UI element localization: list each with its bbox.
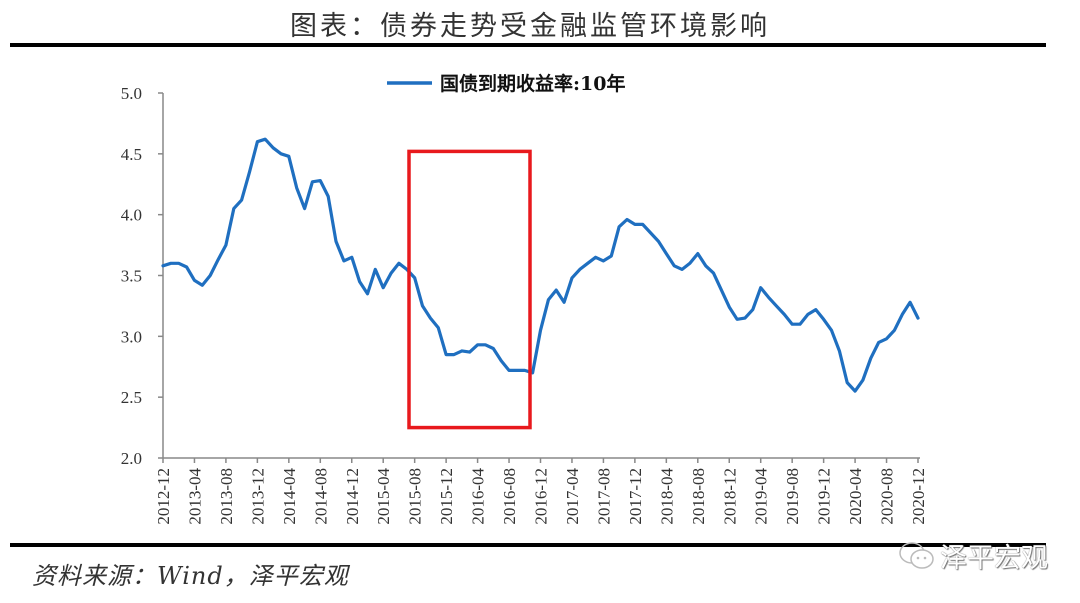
yield-line: [161, 137, 920, 393]
x-tick-label: 2015-08: [406, 468, 425, 525]
wechat-icon: [899, 541, 934, 569]
x-tick-label: 2017-04: [563, 468, 582, 525]
y-tick-label: 4.5: [121, 145, 142, 164]
legend-label: 国债到期收益率:10年: [440, 72, 625, 95]
x-tick-label: 2015-12: [437, 468, 456, 525]
y-tick-label: 2.5: [121, 388, 142, 407]
x-tick-label: 2016-12: [532, 468, 551, 525]
x-tick-label: 2015-04: [374, 468, 393, 525]
x-tick-label: 2013-04: [185, 468, 204, 525]
x-tick-label: 2019-04: [752, 468, 771, 525]
y-tick-label: 5.0: [121, 84, 142, 103]
y-tick-label: 3.0: [121, 327, 142, 346]
watermark: 泽平宏观: [898, 536, 1048, 575]
x-tick-label: 2018-04: [657, 468, 676, 525]
x-tick-label: 2016-04: [469, 468, 488, 525]
x-tick-label: 2014-08: [311, 468, 330, 525]
x-tick-label: 2018-08: [689, 468, 708, 525]
y-tick-label: 3.5: [121, 267, 142, 286]
x-tick-label: 2020-04: [846, 468, 865, 525]
x-tick-label: 2013-08: [217, 468, 236, 525]
x-tick-label: 2020-12: [909, 468, 928, 525]
chart-title: 图表：债券走势受金融监管环境影响: [290, 11, 770, 42]
highlight-box: [407, 149, 532, 430]
x-tick-label: 2016-08: [500, 468, 519, 525]
x-tick-label: 2017-08: [594, 468, 613, 525]
x-tick-label: 2019-12: [815, 468, 834, 525]
x-tick-label: 2017-12: [626, 468, 645, 525]
source-note: 资料来源：Wind，泽平宏观: [32, 562, 349, 590]
y-tick-label: 2.0: [121, 449, 142, 468]
x-tick-label: 2018-12: [720, 468, 739, 525]
x-tick-label: 2020-08: [878, 468, 897, 525]
y-tick-label: 4.0: [121, 206, 142, 225]
bottom-divider: [10, 543, 1046, 547]
x-tick-label: 2014-04: [280, 468, 299, 525]
line-chart: 5.0 4.5 4.0 3.5 3.0 2.5 2.0 2012-12 2013-04 2013-…: [121, 72, 928, 525]
watermark-text: 泽平宏观: [940, 543, 1048, 574]
top-divider: [10, 43, 1046, 47]
x-tick-label: 2012-12: [154, 468, 173, 525]
x-tick-label: 2019-08: [783, 468, 802, 525]
x-tick-label: 2014-12: [343, 468, 362, 525]
x-tick-label: 2013-12: [248, 468, 267, 525]
